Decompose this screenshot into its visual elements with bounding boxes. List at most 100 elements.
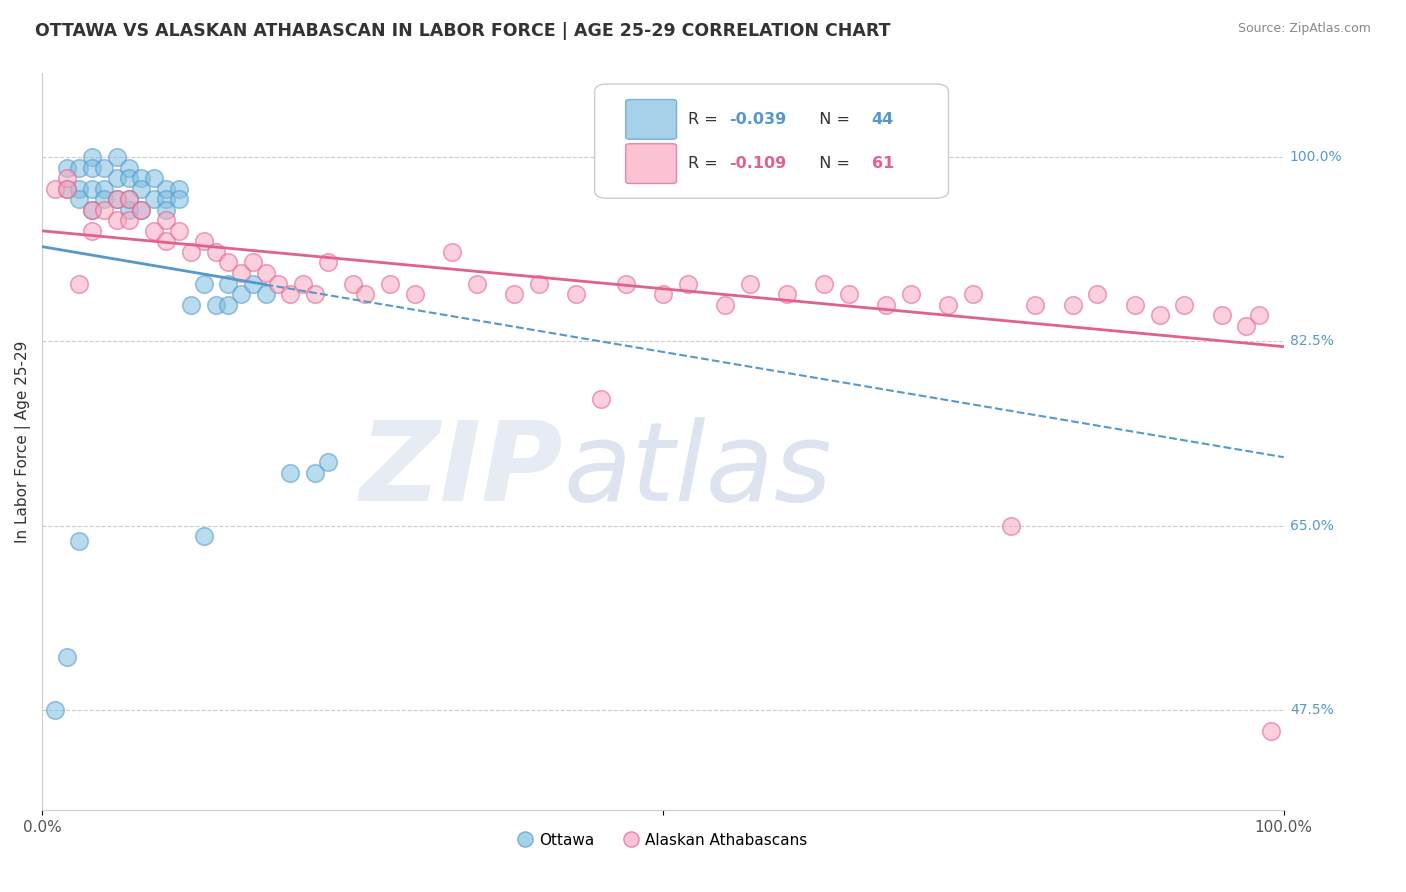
Text: 44: 44 xyxy=(872,112,894,127)
Point xyxy=(1173,297,1195,311)
Legend: Ottawa, Alaskan Athabascans: Ottawa, Alaskan Athabascans xyxy=(513,827,813,854)
Point xyxy=(56,182,79,196)
Point xyxy=(291,277,314,291)
Point xyxy=(217,277,239,291)
Point xyxy=(56,650,79,665)
Point xyxy=(105,213,128,227)
Point xyxy=(118,192,141,206)
Point xyxy=(142,192,165,206)
Point xyxy=(93,161,115,175)
Point xyxy=(80,202,103,217)
Point xyxy=(938,297,960,311)
Point xyxy=(142,171,165,186)
Point xyxy=(217,255,239,269)
Point xyxy=(1149,308,1171,322)
FancyBboxPatch shape xyxy=(626,144,676,184)
Point xyxy=(155,235,177,249)
Point xyxy=(167,192,190,206)
Point xyxy=(131,182,153,196)
Point xyxy=(142,224,165,238)
Point xyxy=(1260,723,1282,738)
Point xyxy=(378,277,401,291)
Point xyxy=(254,287,277,301)
Point xyxy=(155,192,177,206)
Point xyxy=(56,182,79,196)
Point xyxy=(676,277,699,291)
Point xyxy=(1211,308,1233,322)
Point xyxy=(900,287,922,301)
Point xyxy=(131,171,153,186)
FancyBboxPatch shape xyxy=(626,100,676,139)
Point xyxy=(80,182,103,196)
Point xyxy=(1062,297,1084,311)
Point xyxy=(304,466,326,480)
Point xyxy=(193,529,215,543)
Point xyxy=(1024,297,1046,311)
Point xyxy=(155,182,177,196)
Point xyxy=(205,297,228,311)
Point xyxy=(93,182,115,196)
Text: ZIP: ZIP xyxy=(360,417,564,524)
Point xyxy=(229,287,252,301)
Point xyxy=(93,202,115,217)
Point xyxy=(80,202,103,217)
Point xyxy=(242,255,264,269)
Text: -0.039: -0.039 xyxy=(728,112,786,127)
Point xyxy=(56,171,79,186)
Point xyxy=(316,255,339,269)
Point xyxy=(118,192,141,206)
Point xyxy=(131,202,153,217)
Point xyxy=(242,277,264,291)
Point xyxy=(280,466,302,480)
Text: R =: R = xyxy=(688,156,723,171)
Point xyxy=(80,224,103,238)
Text: atlas: atlas xyxy=(564,417,832,524)
Text: N =: N = xyxy=(810,112,855,127)
Point xyxy=(105,192,128,206)
Point xyxy=(105,150,128,164)
Point xyxy=(67,277,90,291)
Point xyxy=(44,703,66,717)
Point xyxy=(80,161,103,175)
Point xyxy=(118,213,141,227)
Point xyxy=(67,182,90,196)
Point xyxy=(738,277,761,291)
Point xyxy=(503,287,526,301)
Point xyxy=(44,182,66,196)
Point xyxy=(167,224,190,238)
Point xyxy=(527,277,550,291)
Point xyxy=(118,161,141,175)
Text: 47.5%: 47.5% xyxy=(1289,703,1334,717)
Point xyxy=(280,287,302,301)
Point xyxy=(180,244,202,259)
Y-axis label: In Labor Force | Age 25-29: In Labor Force | Age 25-29 xyxy=(15,340,31,542)
Point xyxy=(193,235,215,249)
FancyBboxPatch shape xyxy=(595,84,949,198)
Point xyxy=(813,277,835,291)
Text: R =: R = xyxy=(688,112,723,127)
Point xyxy=(875,297,897,311)
Point xyxy=(565,287,588,301)
Point xyxy=(118,171,141,186)
Point xyxy=(193,277,215,291)
Text: -0.109: -0.109 xyxy=(728,156,786,171)
Point xyxy=(776,287,799,301)
Text: 82.5%: 82.5% xyxy=(1289,334,1334,349)
Point xyxy=(118,202,141,217)
Point xyxy=(304,287,326,301)
Point xyxy=(838,287,860,301)
Point xyxy=(167,182,190,196)
Point xyxy=(217,297,239,311)
Point xyxy=(714,297,737,311)
Point xyxy=(962,287,984,301)
Point xyxy=(229,266,252,280)
Point xyxy=(131,202,153,217)
Point xyxy=(105,192,128,206)
Point xyxy=(105,171,128,186)
Text: N =: N = xyxy=(810,156,855,171)
Point xyxy=(254,266,277,280)
Point xyxy=(1123,297,1146,311)
Text: 61: 61 xyxy=(872,156,894,171)
Point xyxy=(80,150,103,164)
Point xyxy=(614,277,637,291)
